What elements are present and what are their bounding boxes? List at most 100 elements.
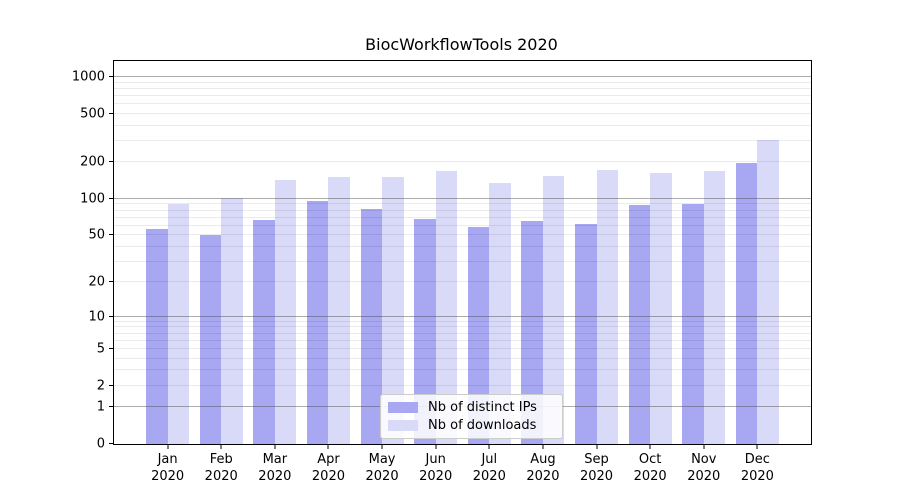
bar-distinct-ips — [146, 229, 168, 444]
x-tick-label: Jun 2020 — [419, 452, 452, 486]
x-tick-month: Jan — [157, 452, 178, 467]
plot-area: 0 1 2 5 10 20 50 100 200 500 1000 Jan 2020 Feb 2020 Mar… — [72, 60, 812, 484]
y-tick-mark — [109, 197, 113, 199]
x-tick-month: Oct — [638, 452, 662, 467]
x-tick-year: 2020 — [740, 468, 774, 484]
y-tick-mark — [109, 234, 113, 236]
bar-downloads — [596, 169, 618, 444]
legend-label-downloads: Nb of downloads — [428, 418, 537, 433]
y-tick-label: 5 — [96, 341, 105, 357]
bar-distinct-ips — [628, 204, 651, 444]
y-tick-mark — [109, 75, 113, 77]
y-tick-label: 200 — [80, 154, 105, 170]
x-tick-label: Jul 2020 — [473, 452, 506, 486]
y-tick-label: 100 — [80, 191, 105, 207]
gridline-major — [114, 75, 811, 77]
bar-distinct-ips — [467, 227, 490, 444]
y-tick-mark — [109, 315, 113, 317]
x-tick-label: Aug 2020 — [526, 452, 559, 486]
x-tick-year: 2020 — [419, 468, 453, 484]
bar-downloads — [650, 173, 672, 444]
x-tick-year: 2020 — [579, 468, 614, 484]
bar-downloads — [328, 177, 350, 444]
x-tick-month: Apr — [317, 452, 340, 467]
bar-distinct-ips — [306, 200, 329, 444]
bar-downloads — [435, 171, 458, 444]
bar-downloads — [757, 139, 779, 444]
x-tick-year: 2020 — [151, 468, 185, 484]
x-tick-year: 2020 — [472, 468, 506, 484]
x-tick-label: Jan 2020 — [151, 452, 184, 486]
x-tick-year: 2020 — [204, 468, 238, 484]
x-tick-label: Sep 2020 — [580, 452, 613, 486]
y-tick-mark — [109, 161, 113, 163]
x-tick-mark — [220, 445, 222, 449]
legend-label-distinct-ips: Nb of distinct IPs — [428, 400, 537, 415]
bar-downloads — [221, 197, 243, 444]
y-tick-label: 20 — [88, 274, 105, 290]
gridline-minor — [114, 81, 811, 83]
x-tick-mark — [488, 445, 490, 449]
y-tick-mark — [109, 443, 113, 444]
x-tick-mark — [756, 445, 758, 449]
x-tick-month: Sep — [584, 452, 609, 467]
y-tick-mark — [109, 384, 113, 386]
x-tick-month: Jul — [481, 452, 498, 467]
gridline-minor — [114, 103, 811, 105]
x-tick-month: Feb — [209, 452, 233, 467]
y-tick-label: 10 — [88, 309, 105, 325]
bar-distinct-ips — [682, 203, 704, 444]
x-tick-mark — [381, 445, 383, 449]
y-tick-label: 1000 — [71, 69, 105, 85]
bar-distinct-ips — [575, 223, 597, 444]
x-tick-mark — [435, 445, 437, 449]
x-tick-mark — [596, 445, 598, 449]
x-tick-mark — [542, 445, 544, 449]
x-tick-year: 2020 — [526, 468, 560, 484]
legend: Nb of distinct IPs Nb of downloads — [380, 394, 563, 439]
x-tick-mark — [703, 445, 705, 449]
x-tick-year: 2020 — [258, 468, 292, 484]
x-tick-label: Oct 2020 — [634, 452, 667, 486]
y-tick-label: 50 — [88, 227, 105, 243]
y-tick-label: 0 — [96, 436, 105, 452]
x-tick-year: 2020 — [687, 468, 721, 484]
x-tick-year: 2020 — [633, 468, 667, 484]
x-tick-mark — [167, 445, 169, 449]
x-tick-label: Dec 2020 — [741, 452, 774, 486]
x-tick-label: Feb 2020 — [205, 452, 238, 486]
y-tick-mark — [109, 112, 113, 114]
x-tick-mark — [327, 445, 329, 449]
bar-distinct-ips — [735, 162, 758, 444]
x-tick-month: Aug — [530, 452, 556, 467]
legend-row-distinct-ips: Nb of distinct IPs — [388, 401, 554, 414]
bar-distinct-ips — [414, 219, 436, 444]
bar-downloads — [489, 183, 511, 444]
bar-distinct-ips — [360, 208, 383, 444]
bar-downloads — [382, 177, 404, 444]
bar-distinct-ips — [253, 219, 275, 444]
x-tick-label: Apr 2020 — [312, 452, 345, 486]
x-tick-label: May 2020 — [366, 452, 399, 486]
x-tick-mark — [274, 445, 276, 449]
x-tick-label: Nov 2020 — [687, 452, 720, 486]
y-tick-mark — [109, 347, 113, 349]
legend-row-downloads: Nb of downloads — [388, 419, 554, 432]
gridline-minor — [114, 112, 811, 114]
bar-distinct-ips — [199, 235, 222, 444]
x-tick-year: 2020 — [365, 468, 399, 484]
x-tick-month: May — [368, 452, 396, 467]
gridline-minor — [114, 94, 811, 96]
legend-swatch-distinct-ips — [388, 402, 418, 413]
gridline-minor — [114, 161, 811, 163]
y-tick-mark — [109, 281, 113, 283]
bar-distinct-ips — [521, 220, 543, 444]
gridline-minor — [114, 124, 811, 126]
y-tick-label: 1 — [96, 399, 105, 415]
x-tick-month: Jun — [425, 452, 446, 467]
chart-title: BiocWorkflowTools 2020 — [365, 35, 558, 54]
x-tick-year: 2020 — [311, 468, 345, 484]
bar-downloads — [542, 175, 565, 444]
x-tick-label: Mar 2020 — [258, 452, 291, 486]
